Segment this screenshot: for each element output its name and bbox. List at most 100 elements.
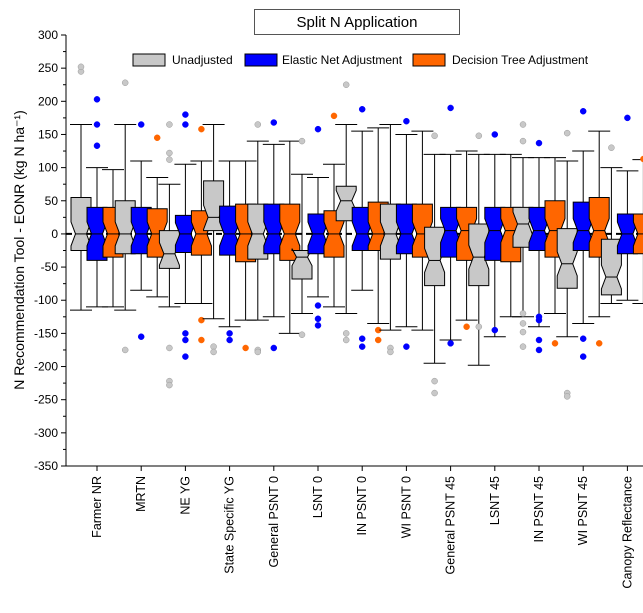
outlier-point <box>519 137 527 145</box>
box-elastic-net-adjustment <box>439 104 462 347</box>
outlier-point <box>314 315 322 323</box>
y-tick-label: 50 <box>45 194 59 208</box>
outlier-point <box>358 335 366 342</box>
outlier-point <box>358 343 366 350</box>
x-tick-label: WI PSNT 0 <box>399 476 413 538</box>
outlier-point <box>198 125 205 133</box>
outlier-point <box>226 330 233 337</box>
x-tick-label: LSNT 0 <box>311 476 325 518</box>
outlier-point <box>519 310 527 317</box>
x-tick-label: NE YG <box>178 476 192 515</box>
outlier-point <box>519 320 527 327</box>
box-unadjusted <box>335 81 358 344</box>
box-unadjusted <box>512 121 534 350</box>
box-unadjusted <box>556 129 579 400</box>
outlier-point <box>535 139 543 147</box>
x-tick-label: General PSNT 0 <box>267 476 281 568</box>
outlier-point <box>242 344 249 352</box>
y-tick-label: -250 <box>34 393 58 407</box>
x-tick-label: Farmer NR <box>90 476 104 538</box>
y-tick-label: -100 <box>34 293 58 307</box>
outlier-point <box>491 131 499 138</box>
y-axis-label: N Recommendation Tool - EONR (kg N ha⁻¹) <box>11 110 27 389</box>
box-elastic-net-adjustment <box>616 114 639 301</box>
outlier-point <box>166 156 173 163</box>
box <box>600 238 622 296</box>
axis-layer: -350 -300 -250 -200 -150 -100 -50 0 50 100 150 200 2… <box>34 28 643 589</box>
outlier-point <box>342 336 350 344</box>
outlier-point <box>579 335 587 342</box>
outlier-point <box>182 111 189 118</box>
outlier-point <box>198 316 205 324</box>
y-tick-label: -50 <box>41 260 59 274</box>
box-elastic-net-adjustment <box>262 119 285 352</box>
box-decision-tree-adjustment <box>632 155 643 305</box>
legend-label: Decision Tree Adjustment <box>452 53 589 67</box>
outlier-point <box>431 377 438 385</box>
legend-swatch <box>412 53 446 67</box>
box-unadjusted <box>423 132 446 397</box>
outlier-point <box>93 142 101 149</box>
box-elastic-net-adjustment <box>528 139 550 354</box>
outlier-point <box>166 381 173 389</box>
outlier-point <box>624 114 631 122</box>
box-elastic-net-adjustment <box>572 108 595 360</box>
outlier-point <box>519 328 527 336</box>
outlier-point <box>182 121 189 128</box>
x-tick-label: IN PSNT 0 <box>355 476 369 536</box>
box-elastic-net-adjustment <box>307 125 329 329</box>
outlier-point <box>314 302 322 309</box>
box-unadjusted <box>246 121 269 356</box>
y-tick-label: -350 <box>34 459 58 473</box>
x-tick-label: LSNT 45 <box>488 476 502 525</box>
outlier-point <box>314 322 322 329</box>
outlier-point <box>579 108 587 115</box>
box-unadjusted <box>379 124 402 356</box>
y-tick-label: -300 <box>34 426 58 440</box>
legend-swatch <box>132 53 166 67</box>
outlier-point <box>387 348 394 356</box>
outlier-point <box>226 336 233 344</box>
outlier-point <box>298 331 306 338</box>
outlier-point <box>166 344 173 352</box>
outlier-point <box>342 81 350 88</box>
y-tick-label: -150 <box>34 326 58 340</box>
outlier-point <box>314 125 322 133</box>
x-tick-label: MRTN <box>134 476 148 512</box>
outlier-point <box>475 323 483 331</box>
outlier-point <box>491 326 499 334</box>
outlier-point <box>182 330 189 337</box>
outlier-point <box>535 316 543 324</box>
outlier-point <box>563 393 571 400</box>
box-unadjusted <box>600 144 623 305</box>
outlier-point <box>358 106 366 113</box>
legend-label: Unadjusted <box>172 53 233 67</box>
outlier-point <box>93 96 101 103</box>
outlier-point <box>182 336 189 344</box>
outlier-point <box>563 129 571 137</box>
box-unadjusted <box>202 124 225 356</box>
y-tick-label: 0 <box>51 227 58 241</box>
legend: Unadjusted Elastic Net Adjustment Decision… <box>132 53 589 67</box>
legend-swatch <box>244 53 278 67</box>
outlier-point <box>77 63 85 71</box>
outlier-point <box>254 348 262 356</box>
outlier-point <box>579 353 587 360</box>
box-elastic-net-adjustment <box>130 121 153 340</box>
outlier-point <box>447 104 454 112</box>
outlier-point <box>93 121 101 128</box>
x-tick-label: IN PSNT 45 <box>532 476 546 543</box>
outlier-point <box>121 346 129 354</box>
outlier-point <box>535 336 543 344</box>
y-tick-label: 150 <box>38 127 58 141</box>
outlier-point <box>640 155 643 163</box>
outlier-point <box>254 121 262 128</box>
y-tick-label: 100 <box>38 161 58 175</box>
outlier-point <box>403 117 410 125</box>
outlier-point <box>210 348 217 356</box>
x-tick-label: Canopy Reflectance <box>620 476 634 589</box>
outlier-point <box>198 336 205 344</box>
box-layer <box>70 63 643 400</box>
y-tick-label: -200 <box>34 360 58 374</box>
